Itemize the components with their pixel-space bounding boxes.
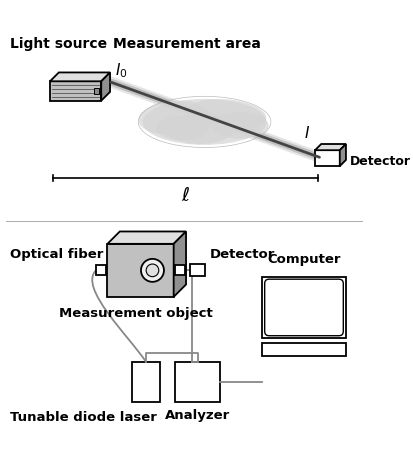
Polygon shape	[107, 244, 174, 297]
Circle shape	[146, 264, 159, 277]
Polygon shape	[107, 232, 186, 244]
Polygon shape	[176, 265, 185, 275]
Polygon shape	[50, 72, 110, 81]
Text: Light source: Light source	[10, 37, 107, 51]
Ellipse shape	[156, 116, 209, 141]
Ellipse shape	[187, 99, 266, 131]
Text: Measurement area: Measurement area	[113, 37, 261, 51]
FancyBboxPatch shape	[265, 279, 343, 336]
Text: Detector: Detector	[210, 248, 275, 261]
Polygon shape	[50, 81, 101, 101]
Ellipse shape	[167, 117, 233, 144]
Polygon shape	[94, 88, 100, 94]
Text: Measurement object: Measurement object	[59, 308, 213, 320]
Text: Detector: Detector	[349, 155, 411, 168]
Polygon shape	[315, 144, 346, 150]
FancyBboxPatch shape	[175, 362, 221, 402]
Polygon shape	[315, 150, 340, 166]
Polygon shape	[101, 72, 110, 101]
Text: Optical fiber: Optical fiber	[10, 248, 104, 261]
Text: Tunable diode laser: Tunable diode laser	[10, 411, 157, 424]
Text: Analyzer: Analyzer	[165, 409, 230, 422]
Polygon shape	[340, 144, 346, 166]
FancyBboxPatch shape	[262, 277, 346, 339]
Ellipse shape	[143, 99, 266, 145]
FancyBboxPatch shape	[132, 362, 160, 402]
Polygon shape	[174, 232, 186, 297]
Ellipse shape	[138, 101, 209, 135]
FancyBboxPatch shape	[262, 343, 346, 356]
Text: Computer: Computer	[267, 253, 341, 266]
Circle shape	[141, 259, 164, 282]
Text: $I$: $I$	[304, 126, 311, 142]
Text: $I_0$: $I_0$	[115, 62, 128, 81]
Text: $\ell$: $\ell$	[180, 187, 190, 205]
Polygon shape	[96, 265, 106, 275]
Polygon shape	[190, 264, 206, 276]
Ellipse shape	[211, 112, 268, 139]
